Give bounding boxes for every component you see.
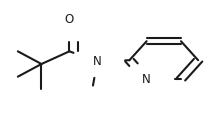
Text: O: O [65, 13, 74, 26]
Text: N: N [93, 55, 102, 68]
Text: N: N [142, 73, 151, 86]
